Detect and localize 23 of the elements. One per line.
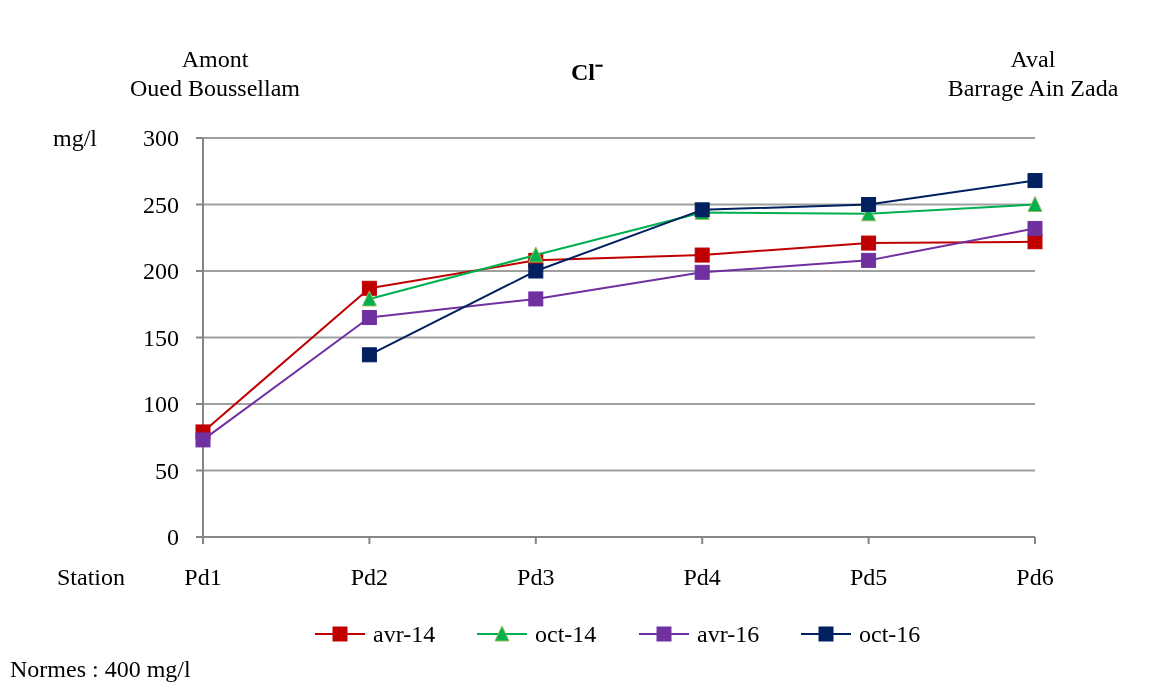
y-tick-label: 250 — [143, 191, 179, 218]
legend-label: oct-16 — [859, 621, 921, 648]
legend-label: avr-16 — [697, 621, 760, 648]
x-tick-label: Pd1 — [184, 564, 222, 590]
x-tick-label: Pd4 — [683, 564, 721, 590]
chart-title: Cl⁻ — [571, 59, 603, 85]
x-tick-label: Pd2 — [350, 564, 389, 590]
x-tick-label: Pd6 — [1016, 564, 1054, 590]
y-tick-label: 300 — [143, 125, 179, 152]
text: Aval Barrage Ain Zada — [947, 46, 1119, 101]
y-tick-label: 150 — [143, 324, 179, 351]
y-axis-title: mg/l — [52, 125, 98, 151]
x-tick-label: Pd3 — [517, 564, 555, 590]
y-tick-label: 50 — [155, 457, 179, 484]
legend-label: oct-14 — [535, 621, 597, 648]
y-tick-label: 200 — [143, 258, 179, 285]
y-tick-label: 100 — [143, 391, 179, 418]
legend-label: avr-14 — [373, 621, 436, 648]
text: Normes : 400 mg/l — [10, 656, 191, 682]
x-tick-label: Pd5 — [849, 564, 888, 590]
x-axis-title: Station — [56, 564, 126, 590]
y-tick-label: 0 — [167, 524, 179, 551]
text: Amont Oued Boussellam — [130, 46, 301, 101]
